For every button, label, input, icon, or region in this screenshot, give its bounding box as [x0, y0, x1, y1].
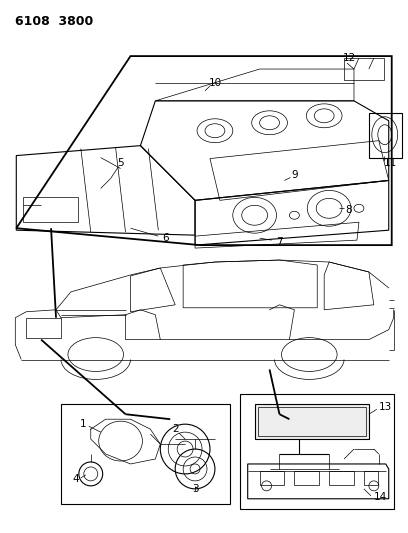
Text: 10: 10	[208, 78, 222, 88]
Text: 14: 14	[374, 492, 387, 502]
Text: 11: 11	[384, 158, 397, 167]
Bar	[23, 197, 78, 222]
Bar	[364, 471, 378, 485]
Text: 3: 3	[192, 484, 198, 494]
Bar	[255, 404, 369, 439]
Text: 9: 9	[291, 171, 298, 181]
Bar	[259, 471, 284, 485]
Text: 8: 8	[346, 205, 353, 215]
Bar	[61, 404, 230, 504]
Text: 2: 2	[172, 424, 179, 434]
Bar	[240, 394, 394, 508]
Text: 13: 13	[379, 402, 392, 412]
Bar	[344, 58, 384, 80]
Text: 7: 7	[276, 237, 283, 247]
Text: 6: 6	[162, 233, 169, 243]
Text: 12: 12	[342, 53, 356, 63]
Text: 5: 5	[117, 158, 124, 167]
Text: 4: 4	[73, 474, 79, 484]
Bar	[329, 471, 354, 485]
Text: 1: 1	[80, 419, 86, 429]
Bar	[26, 318, 61, 337]
Bar	[257, 407, 366, 436]
Bar	[295, 471, 319, 485]
Bar	[369, 113, 401, 158]
Text: 6108  3800: 6108 3800	[15, 15, 93, 28]
